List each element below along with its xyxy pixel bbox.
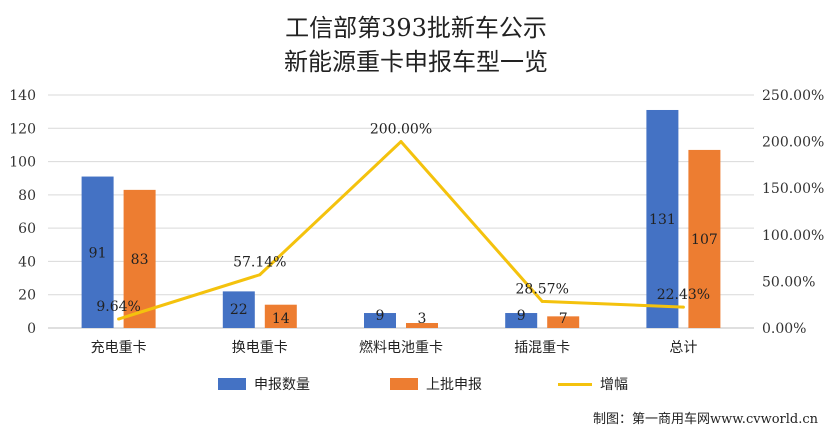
bar-declared [81, 176, 114, 328]
data-label-growth: 22.43% [657, 287, 710, 303]
data-label-declared: 131 [649, 212, 676, 228]
bar-previous [264, 304, 297, 328]
data-label-growth: 28.57% [516, 281, 569, 297]
legend-swatch-previous [390, 378, 418, 390]
x-tick-label: 总计 [669, 340, 697, 356]
bar-previous [688, 149, 721, 328]
y-left-tick-label: 60 [18, 221, 36, 237]
y-right-tick-label: 0.00% [762, 321, 806, 337]
legend-label-previous: 上批申报 [426, 377, 482, 393]
data-label-declared: 22 [230, 302, 248, 318]
line-growth [118, 140, 684, 321]
x-tick-label: 燃料电池重卡 [359, 339, 443, 356]
x-tick-label: 插混重卡 [514, 340, 570, 356]
data-label-previous: 3 [418, 311, 427, 327]
point-growth [681, 305, 685, 309]
y-left-tick-label: 80 [18, 188, 36, 204]
y-right-tick-label: 50.00% [762, 274, 815, 290]
data-label-growth: 200.00% [370, 122, 432, 138]
data-label-previous: 107 [691, 232, 718, 248]
point-growth [399, 140, 403, 144]
bar-previous [406, 323, 438, 328]
y-left-tick-label: 100 [9, 155, 36, 171]
data-label-declared: 91 [89, 245, 107, 261]
data-label-growth: 9.64% [96, 299, 140, 315]
x-tick-label: 充电重卡 [91, 340, 147, 356]
legend-item-growth: 增幅 [558, 374, 628, 394]
y-right-tick-label: 150.00% [762, 181, 824, 197]
chart-subtitle: 新能源重卡申报车型一览 [284, 48, 548, 76]
data-label-previous: 14 [272, 311, 290, 327]
legend-label-declared: 申报数量 [254, 377, 310, 393]
point-growth [117, 317, 121, 321]
legend-item-declared: 申报数量 [218, 374, 310, 394]
y-left-tick-label: 140 [9, 88, 36, 104]
y-left-tick-label: 120 [9, 121, 36, 137]
data-label-declared: 9 [376, 308, 385, 324]
y-right-tick-label: 250.00% [762, 88, 824, 104]
legend-label-growth: 增幅 [600, 377, 628, 393]
bar-declared [364, 313, 396, 328]
point-growth [540, 299, 544, 303]
bar-declared [646, 109, 679, 328]
chart-title: 工信部第393批新车公示 [285, 14, 547, 42]
credit-text: 制图：第一商用车网www.cvworld.cn [592, 412, 818, 427]
y-right-tick-label: 200.00% [762, 135, 824, 151]
y-left-tick-label: 20 [18, 288, 36, 304]
bar-previous [547, 316, 580, 328]
bar-previous [123, 189, 156, 328]
legend-item-previous: 上批申报 [390, 374, 482, 394]
x-tick-label: 换电重卡 [232, 339, 288, 356]
y-left-tick-label: 0 [27, 321, 36, 337]
bar-declared [505, 313, 538, 328]
bar-declared [222, 291, 255, 328]
data-label-previous: 7 [559, 311, 568, 327]
legend-swatch-growth [558, 382, 592, 386]
point-growth [258, 273, 262, 277]
y-right-tick-label: 100.00% [762, 228, 824, 244]
data-label-growth: 57.14% [233, 255, 286, 271]
data-label-declared: 9 [517, 308, 526, 324]
data-label-previous: 83 [131, 252, 149, 268]
y-left-tick-label: 40 [18, 254, 36, 270]
legend-swatch-declared [218, 378, 246, 390]
